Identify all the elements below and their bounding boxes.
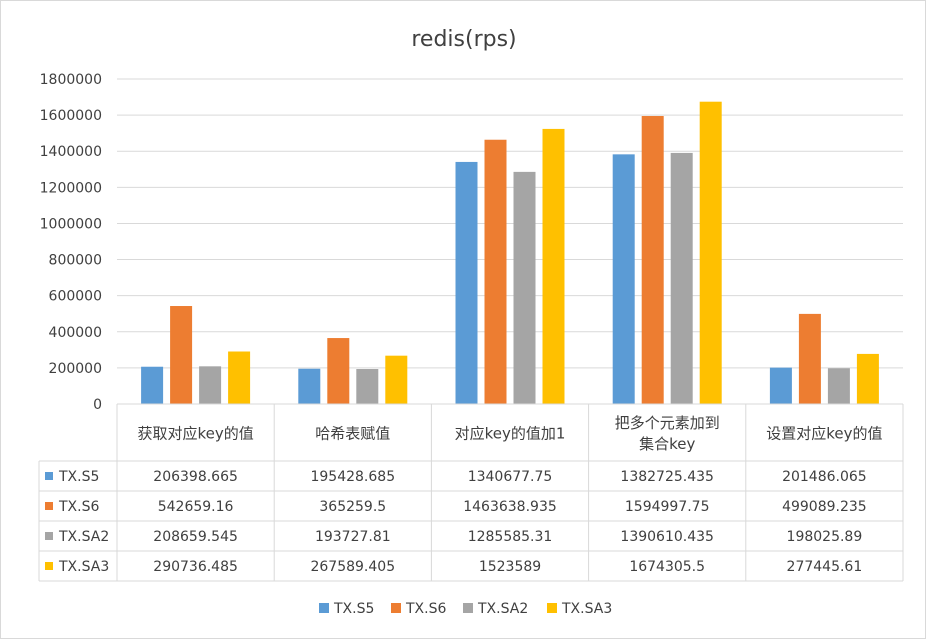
legend-swatch	[547, 603, 557, 613]
table-series-swatch	[45, 472, 53, 480]
bar-tx-s6	[641, 116, 664, 405]
data-label: 1463638.935	[463, 499, 557, 515]
bar-tx-s5	[769, 367, 792, 404]
category-label: 集合key	[639, 435, 695, 453]
data-label: 198025.89	[787, 529, 863, 545]
data-label: 208659.545	[153, 529, 238, 545]
bar-tx-s6	[170, 306, 193, 404]
y-tick-label: 400000	[49, 325, 102, 341]
bar-tx-s5	[455, 161, 478, 404]
bar-tx-sa2	[827, 368, 850, 404]
y-tick-label: 800000	[49, 253, 102, 269]
bar-tx-sa3	[856, 353, 879, 404]
y-tick-label: 1600000	[40, 108, 102, 124]
data-label: 267589.405	[310, 559, 395, 575]
y-tick-label: 1800000	[40, 72, 102, 88]
legend-swatch	[391, 603, 401, 613]
category-label: 获取对应key的值	[137, 425, 253, 443]
y-tick-label: 200000	[49, 361, 102, 377]
bar-tx-sa3	[228, 351, 251, 404]
table-series-name: TX.SA3	[58, 559, 109, 575]
bar-tx-s5	[612, 154, 635, 404]
legend-swatch	[319, 603, 329, 613]
bar-tx-sa2	[199, 366, 222, 404]
bar-tx-sa2	[513, 171, 536, 404]
category-label: 对应key的值加1	[455, 425, 566, 443]
table-series-name: TX.S6	[58, 499, 99, 515]
legend: TX.S5 TX.S6 TX.SA2 TX.SA3	[319, 601, 612, 617]
bars	[141, 101, 879, 405]
bar-tx-s6	[484, 139, 507, 404]
y-tick-label: 1400000	[40, 144, 102, 160]
legend-entry: TX.S6	[405, 601, 446, 617]
data-label: 290736.485	[153, 559, 238, 575]
category-label: 哈希表赋值	[315, 425, 390, 443]
bar-tx-s6	[327, 338, 350, 404]
data-label: 1382725.435	[620, 469, 714, 485]
y-tick-label: 600000	[49, 289, 102, 305]
table-series-swatch	[45, 562, 53, 570]
data-label: 499089.235	[782, 499, 867, 515]
bar-tx-sa3	[385, 355, 408, 404]
data-label: 193727.81	[315, 529, 391, 545]
data-label: 1523589	[479, 559, 541, 575]
data-label: 542659.16	[158, 499, 234, 515]
legend-entry: TX.SA2	[477, 601, 528, 617]
bar-tx-sa2	[356, 369, 379, 404]
data-label: 365259.5	[319, 499, 386, 515]
category-label: 设置对应key的值	[766, 425, 882, 443]
data-label: 195428.685	[310, 469, 395, 485]
data-label: 1390610.435	[620, 529, 714, 545]
bar-tx-sa3	[699, 101, 722, 405]
table-series-swatch	[45, 532, 53, 540]
bar-tx-s6	[798, 313, 821, 404]
data-label: 201486.065	[782, 469, 867, 485]
legend-entry: TX.S5	[333, 601, 374, 617]
table-series-name: TX.S5	[58, 469, 99, 485]
category-label: 把多个元素加到	[615, 414, 720, 432]
chart-title: redis(rps)	[411, 27, 516, 52]
bar-tx-s5	[298, 368, 321, 404]
bar-tx-sa3	[542, 128, 565, 404]
y-tick-label: 1000000	[40, 216, 102, 232]
table-series-name: TX.SA2	[58, 529, 109, 545]
y-tick-label: 1200000	[40, 180, 102, 196]
table-series-swatch	[45, 502, 53, 510]
legend-entry: TX.SA3	[561, 601, 612, 617]
data-label: 1674305.5	[629, 559, 705, 575]
bar-tx-sa2	[670, 152, 693, 404]
bar-tx-s5	[141, 366, 164, 404]
data-label: 277445.61	[787, 559, 863, 575]
legend-swatch	[463, 603, 473, 613]
data-label: 1340677.75	[468, 469, 553, 485]
data-label: 1594997.75	[625, 499, 710, 515]
data-label: 206398.665	[153, 469, 238, 485]
data-label: 1285585.31	[468, 529, 553, 545]
y-tick-label: 0	[93, 397, 102, 413]
y-axis-ticks: 0 200000 400000 600000 800000 1000000 1200000 1…	[40, 72, 102, 413]
